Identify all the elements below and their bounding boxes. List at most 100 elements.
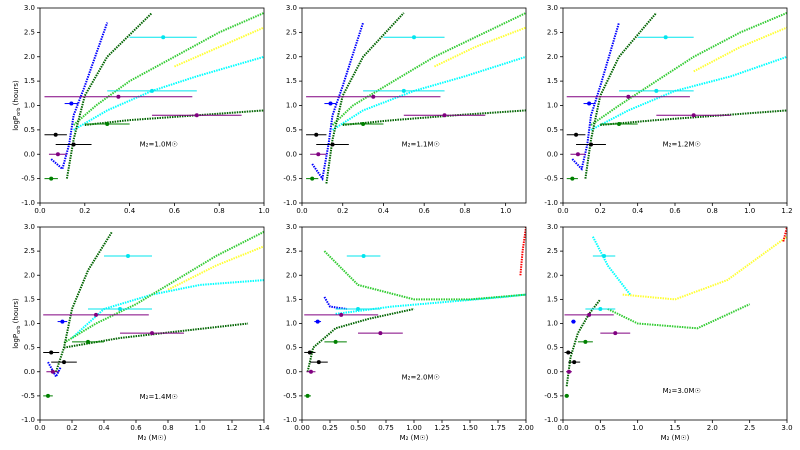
y-tick-label: 2.0 — [286, 271, 297, 279]
y-tick-label: 0.0 — [286, 150, 297, 158]
observed-point — [572, 360, 577, 365]
x-tick-label: 0.50 — [350, 424, 366, 432]
y-tick-label: 0.5 — [547, 126, 558, 134]
panel: 0.0 0.2 0.4 0.6 0.8 1.0 -1.0 -0.5 0.0 0.5 1.0 1.5 2.… — [283, 4, 527, 215]
track-line — [325, 12, 405, 184]
y-tick-label: 2.5 — [547, 247, 558, 255]
observed-point — [339, 312, 344, 317]
y-tick-label: 2.5 — [547, 28, 558, 36]
observed-point — [333, 339, 338, 344]
track-line — [565, 298, 602, 387]
track-line — [167, 245, 264, 291]
x-tick-label: 1.25 — [434, 424, 450, 432]
y-tick-label: 3.0 — [547, 4, 558, 12]
observed-point — [361, 253, 366, 258]
x-tick-label: 0.6 — [169, 207, 181, 215]
x-tick-label: 0.4 — [378, 207, 390, 215]
observed-point — [566, 369, 571, 374]
y-tick-label: 3.0 — [24, 4, 35, 12]
observed-point — [308, 369, 313, 374]
y-tick-label: 1.5 — [547, 295, 558, 303]
panel: 0.0 0.2 0.4 0.6 0.8 1.0 1.2 -1.0 -0.5 0.0 0.5 1.0 1.… — [544, 4, 792, 215]
x-tick-label: 1.75 — [490, 424, 506, 432]
observed-point — [401, 88, 406, 93]
x-tick-label: 0.0 — [557, 424, 568, 432]
track-line — [47, 361, 62, 379]
y-label-main: logP — [12, 334, 20, 349]
track-line — [590, 55, 787, 131]
observed-point — [587, 312, 592, 317]
observed-point — [574, 132, 579, 137]
observed-point — [55, 152, 60, 157]
observed-point — [575, 152, 580, 157]
observed-point — [69, 101, 74, 106]
track-line — [63, 230, 264, 344]
plot-area — [564, 227, 787, 398]
track-line — [331, 11, 526, 126]
y-tick-label: -1.0 — [283, 199, 297, 207]
plot-area — [304, 227, 526, 398]
track-line — [590, 11, 787, 126]
observed-point — [46, 393, 50, 398]
y-tick-label: 0.5 — [286, 344, 297, 352]
y-label-sub: orb — [16, 326, 22, 334]
observed-point — [62, 360, 66, 365]
track-line — [323, 250, 526, 301]
y-tick-label: 2.5 — [24, 247, 35, 255]
x-tick-label: 0.6 — [669, 207, 681, 215]
track-line — [331, 55, 526, 131]
observed-point — [571, 319, 576, 324]
observed-point — [315, 319, 320, 324]
x-tick-label: 1.0 — [194, 424, 205, 432]
x-tick-label: 1.2 — [226, 424, 237, 432]
observed-point — [378, 331, 383, 336]
y-tick-label: 2.0 — [286, 53, 297, 61]
x-tick-label: 0.8 — [214, 207, 225, 215]
y-tick-label: 3.0 — [286, 4, 297, 12]
y-tick-label: 2.5 — [286, 247, 297, 255]
track-line — [50, 22, 109, 171]
x-tick-label: 1.2 — [781, 207, 792, 215]
y-tick-label: -0.5 — [544, 175, 558, 183]
panel: 0.0 0.5 1.0 1.5 2.0 2.5 3.0 -1.0 -0.5 0.0 0.5 1.0 1.… — [544, 223, 792, 442]
y-tick-label: 2.0 — [547, 271, 558, 279]
x-tick-label: 1.50 — [462, 424, 478, 432]
y-label-main: logP — [12, 116, 20, 131]
panel-annotation: M₂=1.4M☉ — [140, 393, 178, 401]
y-tick-label: 3.0 — [286, 223, 297, 231]
observed-point — [49, 350, 54, 355]
x-tick-label: 0.0 — [34, 207, 45, 215]
track-line — [84, 109, 264, 126]
track-line — [584, 12, 658, 179]
observed-point — [587, 101, 592, 106]
panel-annotation: M₂=3.0M☉ — [663, 387, 701, 395]
observed-point — [566, 350, 571, 355]
x-tick-label: 0.25 — [322, 424, 338, 432]
panel-annotation: M₂=2.0M☉ — [402, 374, 440, 382]
y-tick-label: -0.5 — [21, 175, 35, 183]
x-tick-label: 1.00 — [406, 424, 422, 432]
observed-point — [361, 122, 366, 127]
panel: 0.00 0.25 0.50 0.75 1.00 1.25 1.50 1.75 2.00 -1.0… — [283, 223, 533, 442]
observed-point — [194, 113, 199, 118]
y-label-unit: (hours) — [12, 298, 20, 326]
track-line — [342, 109, 526, 126]
y-tick-label: -0.5 — [21, 392, 35, 400]
y-tick-label: 2.0 — [24, 271, 35, 279]
y-tick-label: -1.0 — [21, 199, 35, 207]
x-tick-label: 3.0 — [781, 424, 792, 432]
observed-point — [71, 142, 76, 147]
y-tick-label: 0.0 — [24, 150, 35, 158]
x-tick-label: 0.8 — [162, 424, 173, 432]
observed-point — [118, 307, 122, 312]
observed-point — [316, 152, 321, 157]
observed-point — [570, 176, 575, 181]
observed-point — [617, 122, 621, 127]
observed-point — [663, 35, 668, 40]
y-tick-label: 0.0 — [24, 368, 35, 376]
track-line — [72, 11, 264, 126]
y-tick-label: 1.5 — [24, 295, 35, 303]
y-label-unit: (hours) — [12, 80, 20, 108]
track-line — [55, 231, 113, 373]
y-tick-label: -1.0 — [544, 416, 558, 424]
